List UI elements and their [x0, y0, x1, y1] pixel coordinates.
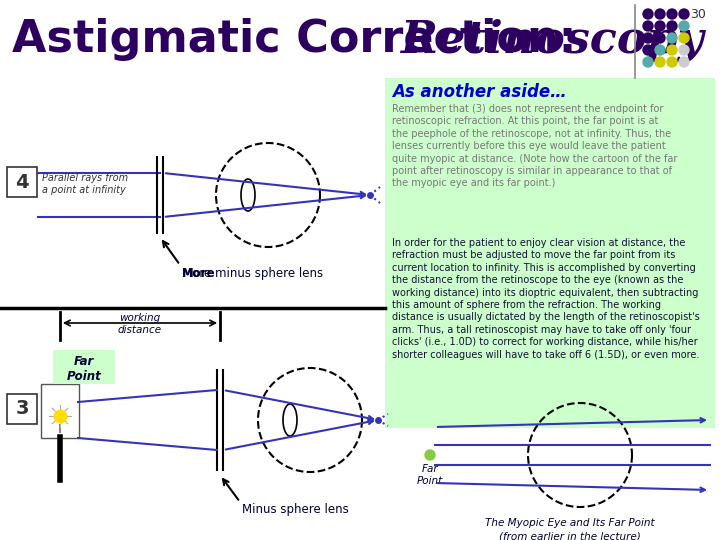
- Text: In order for the patient to enjoy clear vision at distance, the
refraction must : In order for the patient to enjoy clear …: [392, 238, 700, 360]
- Circle shape: [679, 45, 689, 55]
- Circle shape: [667, 9, 677, 19]
- Circle shape: [655, 21, 665, 31]
- Circle shape: [667, 57, 677, 67]
- Text: Remember that (3) does not represent the endpoint for
retinoscopic refraction. A: Remember that (3) does not represent the…: [392, 104, 678, 188]
- Circle shape: [667, 21, 677, 31]
- Circle shape: [655, 9, 665, 19]
- Text: The Myopic Eye and Its Far Point
(from earlier in the lecture): The Myopic Eye and Its Far Point (from e…: [485, 518, 654, 540]
- FancyBboxPatch shape: [7, 167, 37, 197]
- Text: Far
Point: Far Point: [417, 464, 443, 485]
- Circle shape: [667, 33, 677, 43]
- Circle shape: [643, 9, 653, 19]
- Circle shape: [679, 9, 689, 19]
- Text: working
distance: working distance: [118, 313, 162, 335]
- FancyBboxPatch shape: [53, 350, 115, 384]
- Circle shape: [655, 33, 665, 43]
- FancyBboxPatch shape: [7, 394, 37, 424]
- Text: Retinoscopy: Retinoscopy: [400, 18, 703, 62]
- Circle shape: [425, 450, 435, 460]
- Circle shape: [679, 57, 689, 67]
- Text: As another aside…: As another aside…: [392, 83, 567, 101]
- Circle shape: [655, 57, 665, 67]
- Text: Astigmatic Correction:: Astigmatic Correction:: [12, 18, 592, 61]
- Text: Far
Point: Far Point: [67, 355, 102, 383]
- Text: 3: 3: [15, 400, 29, 419]
- Circle shape: [643, 45, 653, 55]
- Text: Parallel rays from
a point at infinity: Parallel rays from a point at infinity: [42, 173, 128, 194]
- Text: 30: 30: [690, 8, 706, 21]
- Text: More minus sphere lens: More minus sphere lens: [182, 267, 323, 280]
- Text: Minus sphere lens: Minus sphere lens: [242, 503, 348, 516]
- Circle shape: [667, 45, 677, 55]
- Circle shape: [643, 21, 653, 31]
- Circle shape: [679, 33, 689, 43]
- Text: More: More: [182, 267, 215, 280]
- FancyBboxPatch shape: [41, 384, 79, 438]
- Circle shape: [643, 33, 653, 43]
- FancyBboxPatch shape: [385, 78, 715, 428]
- Circle shape: [679, 21, 689, 31]
- Circle shape: [655, 45, 665, 55]
- Circle shape: [643, 57, 653, 67]
- Text: 4: 4: [15, 172, 29, 192]
